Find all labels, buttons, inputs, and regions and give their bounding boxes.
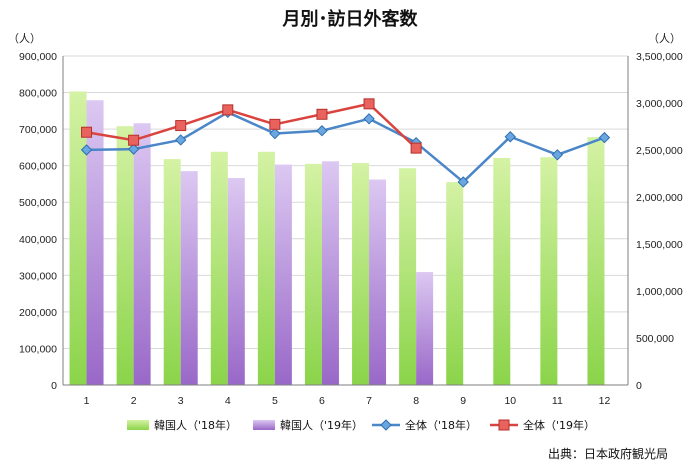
point-total-2018-m6 bbox=[316, 125, 328, 137]
right-tick-label: 2,000,000 bbox=[636, 192, 683, 204]
bar-2019-m8 bbox=[416, 272, 434, 385]
point-total-2018-m1 bbox=[80, 144, 93, 156]
point-total-2018-m10 bbox=[504, 131, 516, 143]
line-total-2018 bbox=[86, 111, 605, 184]
bar-2018-m9 bbox=[446, 182, 464, 385]
bar-2019-m7 bbox=[369, 179, 387, 385]
bar-2019-m4 bbox=[227, 178, 245, 385]
x-tick-label: 2 bbox=[131, 395, 137, 407]
bar-2019-m3 bbox=[180, 171, 198, 385]
x-tick-label: 9 bbox=[460, 395, 466, 407]
left-tick-label: 300,000 bbox=[19, 270, 57, 282]
x-tick-label: 10 bbox=[504, 395, 516, 407]
bar-2019-m1 bbox=[86, 100, 104, 385]
bar-2018-m10 bbox=[493, 157, 511, 385]
point-total-2018-m5 bbox=[269, 127, 281, 140]
legend-label: 全体（'18年） bbox=[405, 418, 477, 432]
legend-item: 韓国人（'19年） bbox=[253, 418, 363, 432]
point-total-2019-m3 bbox=[175, 120, 187, 132]
x-tick-label: 6 bbox=[319, 395, 325, 407]
left-tick-label: 200,000 bbox=[19, 307, 57, 319]
left-tick-label: 900,000 bbox=[19, 51, 57, 63]
bar-2018-m3 bbox=[163, 159, 181, 385]
left-tick-label: 100,000 bbox=[19, 343, 57, 355]
right-tick-label: 1,500,000 bbox=[636, 239, 683, 251]
left-tick-label: 400,000 bbox=[19, 234, 57, 246]
left-tick-label: 500,000 bbox=[19, 197, 57, 209]
legend-swatch bbox=[127, 420, 149, 430]
point-total-2018-m12 bbox=[598, 131, 611, 144]
point-total-2018-m9 bbox=[457, 176, 469, 188]
right-tick-label: 0 bbox=[636, 380, 642, 392]
legend-swatch bbox=[253, 420, 275, 430]
point-total-2019-m2 bbox=[128, 134, 140, 146]
point-total-2019-m7 bbox=[363, 98, 375, 110]
bar-2019-m6 bbox=[321, 161, 339, 385]
left-tick-label: 700,000 bbox=[19, 124, 57, 136]
x-tick-label: 8 bbox=[413, 395, 419, 407]
x-tick-label: 5 bbox=[272, 395, 278, 407]
point-total-2018-m2 bbox=[127, 143, 140, 155]
legend-label: 韓国人（'18年） bbox=[154, 418, 237, 432]
point-total-2018-m11 bbox=[551, 149, 564, 161]
point-total-2018-m3 bbox=[175, 134, 187, 146]
chart-title: 月別･訪日外客数 bbox=[282, 8, 419, 30]
legend-marker bbox=[498, 419, 510, 431]
left-axis-unit: （人） bbox=[8, 32, 41, 45]
left-tick-label: 600,000 bbox=[19, 161, 57, 173]
bar-2018-m7 bbox=[352, 163, 370, 385]
x-tick-label: 7 bbox=[366, 395, 372, 407]
right-tick-label: 2,500,000 bbox=[636, 145, 683, 157]
bar-2018-m12 bbox=[587, 137, 605, 385]
bar-2019-m5 bbox=[274, 164, 292, 385]
point-total-2019-m1 bbox=[81, 126, 93, 138]
right-tick-label: 3,000,000 bbox=[636, 98, 683, 110]
legend-label: 韓国人（'19年） bbox=[280, 418, 363, 432]
bar-2018-m11 bbox=[540, 157, 558, 385]
bar-2018-m6 bbox=[304, 163, 322, 385]
bar-2019-m2 bbox=[133, 123, 151, 386]
x-tick-label: 3 bbox=[178, 395, 184, 407]
legend-label: 全体（'19年） bbox=[523, 418, 595, 432]
bar-2018-m4 bbox=[210, 151, 228, 385]
point-total-2018-m7 bbox=[363, 113, 375, 125]
left-tick-label: 800,000 bbox=[19, 88, 57, 100]
point-total-2019-m5 bbox=[269, 118, 281, 130]
right-axis-unit: （人） bbox=[648, 32, 681, 45]
bar-2018-m2 bbox=[116, 126, 134, 385]
x-tick-label: 4 bbox=[225, 395, 231, 407]
right-tick-label: 3,500,000 bbox=[636, 51, 683, 63]
legend-item: 全体（'19年） bbox=[490, 418, 595, 432]
right-tick-label: 1,000,000 bbox=[636, 286, 683, 298]
bar-2018-m8 bbox=[399, 168, 417, 385]
bar-2018-m1 bbox=[69, 91, 87, 385]
legend-item: 韓国人（'18年） bbox=[127, 418, 237, 432]
legend-marker bbox=[380, 419, 392, 431]
line-total-2019 bbox=[86, 102, 417, 150]
point-total-2019-m6 bbox=[316, 108, 328, 120]
point-total-2019-m8 bbox=[410, 142, 422, 154]
legend-item: 全体（'18年） bbox=[372, 418, 477, 432]
x-tick-label: 12 bbox=[599, 395, 611, 407]
x-tick-label: 11 bbox=[552, 395, 563, 407]
bar-2018-m5 bbox=[257, 151, 275, 385]
right-tick-label: 500,000 bbox=[636, 333, 674, 345]
point-total-2019-m4 bbox=[222, 104, 234, 116]
left-tick-label: 0 bbox=[51, 380, 57, 392]
source-note: 出典：日本政府観光局 bbox=[548, 446, 668, 461]
x-tick-label: 1 bbox=[84, 395, 90, 407]
